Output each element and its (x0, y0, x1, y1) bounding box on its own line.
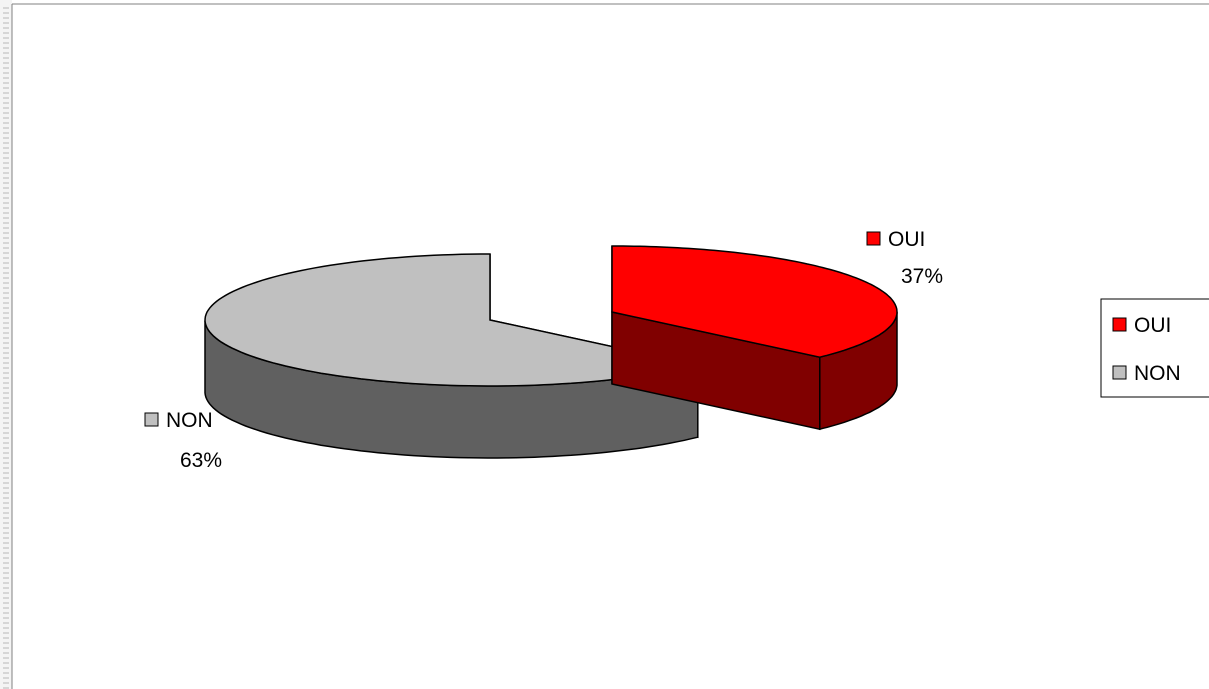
data-label-non: NON 63% (144, 409, 222, 472)
data-label-non-percent: 63% (180, 449, 222, 472)
legend-label-oui: OUI (1134, 314, 1171, 337)
left-ruler (0, 0, 12, 689)
legend: OUI NON (1100, 298, 1209, 398)
slice-oui-top (611, 245, 898, 358)
pie-layer (204, 245, 898, 459)
legend-swatch-oui (1112, 317, 1127, 332)
data-label-oui-swatch (866, 231, 881, 246)
data-label-non-name: NON (166, 409, 213, 432)
slice-non-top (204, 253, 698, 387)
data-label-oui-name: OUI (888, 228, 925, 251)
slice-non (204, 253, 699, 459)
legend-box (1100, 298, 1209, 398)
data-label-oui-percent: 37% (901, 265, 943, 288)
legend-label-non: NON (1134, 362, 1181, 385)
slice-oui (611, 245, 898, 431)
data-label-non-swatch (144, 412, 159, 427)
legend-swatch-non (1112, 365, 1127, 380)
data-label-oui: OUI 37% (866, 228, 943, 288)
